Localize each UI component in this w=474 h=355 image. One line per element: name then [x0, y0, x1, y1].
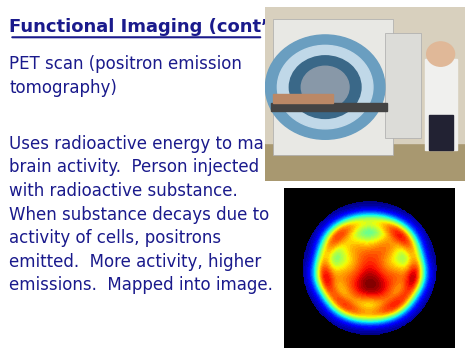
- Bar: [428, 115, 453, 150]
- Circle shape: [265, 35, 385, 139]
- Bar: [425, 59, 456, 150]
- Bar: [265, 143, 465, 181]
- Text: Functional Imaging (cont’d): Functional Imaging (cont’d): [9, 18, 290, 36]
- Circle shape: [289, 56, 361, 119]
- Text: Uses radioactive energy to map
brain activity.  Person injected
with radioactive: Uses radioactive energy to map brain act…: [9, 135, 275, 295]
- Bar: [273, 19, 393, 155]
- Circle shape: [427, 42, 455, 66]
- Bar: [272, 103, 387, 111]
- Bar: [385, 33, 421, 137]
- Circle shape: [277, 45, 373, 129]
- Bar: [265, 7, 465, 143]
- Circle shape: [301, 66, 349, 108]
- Text: PET scan (positron emission
tomography): PET scan (positron emission tomography): [9, 55, 242, 97]
- Bar: [273, 94, 333, 103]
